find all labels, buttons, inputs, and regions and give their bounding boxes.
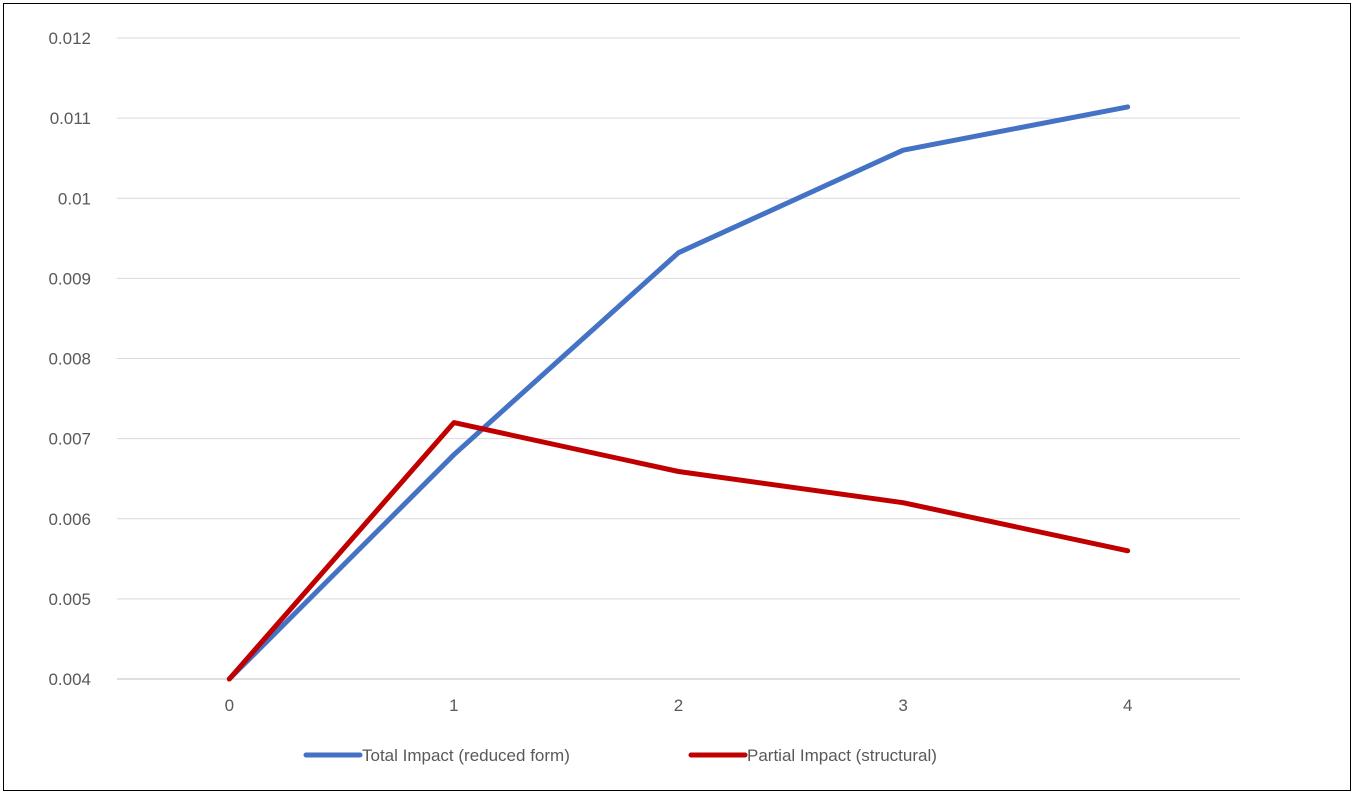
y-tick-label: 0.011 [50, 109, 91, 128]
chart-frame: 0.004 0.005 0.006 0.007 0.008 0.009 0.01 0.011 0… [3, 3, 1351, 791]
x-tick-label: 3 [898, 696, 907, 715]
x-tick-label: 4 [1123, 696, 1132, 715]
x-tick-label: 2 [674, 696, 683, 715]
series-line-1 [229, 107, 1127, 679]
x-axis-tick-labels: 0 1 2 3 4 [225, 696, 1133, 715]
y-tick-label: 0.007 [48, 430, 91, 449]
y-tick-label: 0.012 [48, 29, 91, 48]
legend: Total Impact (reduced form) Partial Impac… [306, 746, 937, 765]
y-tick-label: 0.005 [48, 590, 91, 609]
legend-label: Total Impact (reduced form) [362, 746, 570, 765]
series-lines [229, 107, 1128, 679]
y-tick-label: 0.006 [48, 510, 91, 529]
y-tick-label: 0.01 [58, 189, 91, 208]
y-tick-label: 0.004 [48, 670, 91, 689]
x-tick-label: 1 [449, 696, 458, 715]
series-line-2 [229, 423, 1127, 679]
y-tick-label: 0.008 [48, 350, 91, 369]
gridlines [117, 38, 1240, 679]
y-tick-label: 0.009 [48, 269, 91, 288]
x-tick-label: 0 [225, 696, 234, 715]
line-chart: 0.004 0.005 0.006 0.007 0.008 0.009 0.01 0.011 0… [4, 4, 1357, 800]
legend-label: Partial Impact (structural) [747, 746, 937, 765]
y-axis-tick-labels: 0.004 0.005 0.006 0.007 0.008 0.009 0.01 0.011 0… [48, 29, 91, 689]
